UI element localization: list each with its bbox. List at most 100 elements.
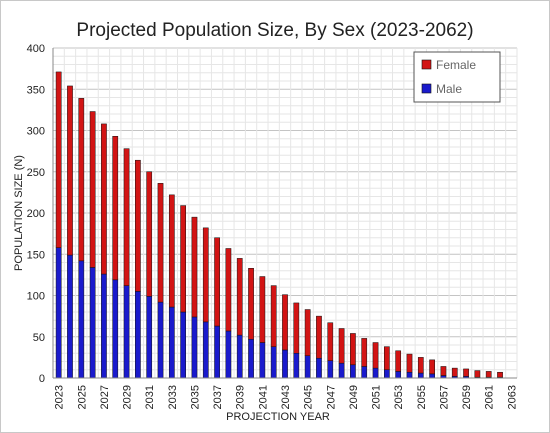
x-tick-label: 2027 bbox=[99, 385, 111, 409]
x-tick-label: 2055 bbox=[416, 385, 428, 409]
bar-female-2039 bbox=[236, 258, 243, 336]
x-tick-label: 2033 bbox=[167, 385, 179, 409]
bar-male-2038 bbox=[225, 330, 232, 379]
x-axis-title: PROJECTION YEAR bbox=[226, 411, 330, 423]
bar-female-2024 bbox=[67, 85, 73, 256]
bar-female-2049 bbox=[350, 333, 356, 366]
x-tick-label: 2045 bbox=[303, 385, 315, 409]
bar-female-2031 bbox=[146, 171, 153, 297]
bar-male-2039 bbox=[236, 334, 243, 379]
y-tick-labels: 0 50 100 150 200 250 300 350 400 bbox=[27, 43, 45, 385]
bar-female-2030 bbox=[135, 159, 141, 292]
bar-female-2026 bbox=[89, 111, 96, 268]
bar-female-2059 bbox=[463, 368, 469, 377]
axes bbox=[52, 48, 517, 379]
bar-male-2027 bbox=[101, 273, 107, 379]
legend: Female Male bbox=[413, 51, 501, 103]
y-tick-label: 50 bbox=[33, 332, 45, 344]
bar-male-2032 bbox=[157, 301, 164, 379]
x-tick-label: 2061 bbox=[484, 385, 496, 409]
bar-female-2028 bbox=[112, 136, 119, 281]
bar-male-2056 bbox=[429, 373, 435, 379]
bar-male-2023 bbox=[55, 247, 62, 379]
y-tick-label: 100 bbox=[27, 291, 45, 303]
x-tick-label: 2051 bbox=[371, 385, 383, 409]
bar-female-2023 bbox=[55, 71, 62, 248]
bar-male-2029 bbox=[123, 285, 130, 379]
x-tick-label: 2043 bbox=[280, 385, 292, 409]
bar-female-2037 bbox=[214, 237, 220, 327]
bar-male-2025 bbox=[78, 260, 85, 379]
bar-female-2054 bbox=[406, 353, 413, 373]
bar-female-2038 bbox=[225, 248, 232, 332]
bar-male-2033 bbox=[168, 306, 175, 379]
bar-male-2055 bbox=[417, 372, 424, 379]
legend-label-male: Male bbox=[436, 82, 462, 96]
bar-female-2056 bbox=[429, 359, 435, 375]
bar-female-2061 bbox=[485, 371, 492, 378]
x-tick-label: 2037 bbox=[212, 385, 224, 409]
bar-male-2052 bbox=[384, 369, 390, 379]
bar-male-2049 bbox=[350, 364, 356, 379]
bar-female-2055 bbox=[417, 357, 424, 374]
bar-female-2045 bbox=[304, 309, 311, 356]
bar-male-2037 bbox=[214, 325, 220, 379]
bar-male-2053 bbox=[395, 371, 402, 379]
bar-female-2036 bbox=[202, 227, 209, 323]
legend-label-female: Female bbox=[436, 58, 476, 72]
x-tick-label: 2039 bbox=[235, 385, 247, 409]
x-tick-label: 2047 bbox=[325, 385, 337, 409]
bar-female-2027 bbox=[101, 123, 107, 275]
bar-female-2034 bbox=[180, 205, 186, 313]
bar-male-2050 bbox=[361, 366, 368, 379]
bar-male-2031 bbox=[146, 296, 153, 379]
bar-female-2048 bbox=[338, 328, 345, 364]
y-tick-label: 250 bbox=[27, 167, 45, 179]
bar-female-2047 bbox=[327, 322, 334, 361]
bar-male-2042 bbox=[270, 346, 277, 379]
y-axis-title: POPULATION SIZE (N) bbox=[13, 155, 25, 271]
x-tick-labels: 2023 2025 2027 2029 2031 2033 2035 2037 2039 2041… bbox=[54, 385, 519, 409]
bar-female-2057 bbox=[440, 366, 447, 376]
bar-female-2044 bbox=[293, 302, 300, 354]
bar-female-2050 bbox=[361, 338, 368, 367]
bar-female-2052 bbox=[384, 346, 390, 370]
bar-female-2060 bbox=[474, 370, 481, 378]
bar-female-2033 bbox=[168, 194, 175, 308]
bar-male-2036 bbox=[202, 321, 209, 379]
y-tick-label: 350 bbox=[27, 84, 45, 96]
bar-male-2051 bbox=[372, 367, 379, 379]
y-tick-label: 200 bbox=[27, 208, 45, 220]
y-tick-label: 150 bbox=[27, 249, 45, 261]
bar-male-2026 bbox=[89, 267, 96, 379]
y-tick-label: 300 bbox=[27, 126, 45, 138]
x-tick-label: 2057 bbox=[438, 385, 450, 409]
bar-female-2046 bbox=[316, 315, 322, 359]
y-tick-label: 0 bbox=[39, 373, 45, 385]
bars bbox=[55, 71, 503, 379]
y-tick-label: 400 bbox=[27, 43, 45, 55]
x-tick-label: 2031 bbox=[144, 385, 156, 409]
x-tick-label: 2063 bbox=[506, 385, 518, 409]
x-tick-label: 2053 bbox=[393, 385, 405, 409]
bar-male-2040 bbox=[248, 338, 254, 379]
bar-female-2043 bbox=[282, 294, 288, 351]
bar-male-2043 bbox=[282, 349, 288, 379]
chart-title: Projected Population Size, By Sex (2023-… bbox=[76, 20, 473, 41]
bar-female-2058 bbox=[451, 367, 458, 377]
bar-female-2029 bbox=[123, 148, 130, 286]
bar-male-2024 bbox=[67, 254, 73, 379]
bar-male-2046 bbox=[316, 357, 322, 379]
bar-male-2044 bbox=[293, 353, 300, 379]
bar-male-2035 bbox=[191, 316, 198, 379]
x-tick-label: 2035 bbox=[189, 385, 201, 409]
bar-female-2042 bbox=[270, 285, 277, 347]
bar-male-2047 bbox=[327, 360, 334, 379]
bar-female-2032 bbox=[157, 183, 164, 303]
x-tick-label: 2041 bbox=[257, 385, 269, 409]
bar-female-2035 bbox=[191, 216, 198, 318]
bar-male-2030 bbox=[135, 291, 141, 379]
bar-male-2028 bbox=[112, 279, 119, 379]
bar-male-2041 bbox=[259, 342, 266, 379]
